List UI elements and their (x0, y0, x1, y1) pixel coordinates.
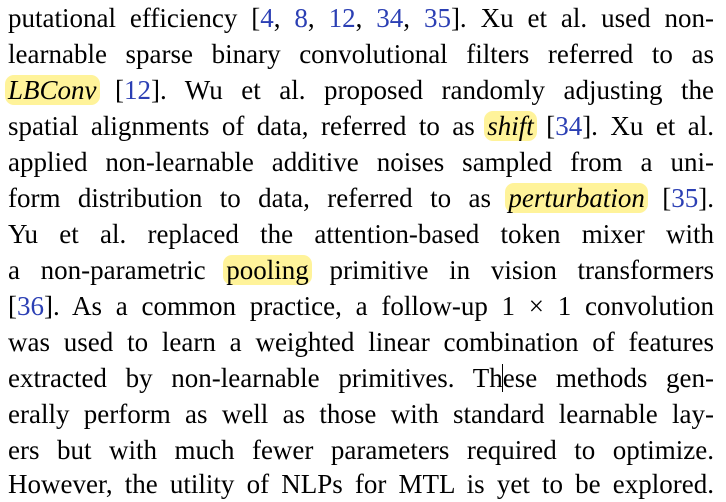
text-run: [ (533, 111, 556, 141)
text-cursor (502, 364, 504, 392)
citation-link[interactable]: 12 (124, 75, 152, 105)
text-run: ]. Wu et al. proposed randomly adjusting… (151, 75, 714, 105)
text-line: extracted by non-learnable primitives. T… (8, 360, 714, 396)
text-line: LBConv [12]. Wu et al. proposed randomly… (5, 72, 714, 108)
citation-link[interactable]: 34 (555, 111, 583, 141)
text-run: ese methods gen- (502, 363, 714, 393)
text-line: learnable sparse binary convolutional fi… (8, 36, 714, 72)
text-run: learnable sparse binary convolutional fi… (8, 39, 714, 69)
text-run: However, the utility of NLPs for MTL is … (8, 469, 714, 499)
text-run: spatial alignments of data, referred to … (8, 111, 488, 141)
text-run: ]. (698, 183, 714, 213)
text-run: , (403, 3, 424, 33)
highlighted-term: perturbation (505, 183, 648, 213)
citation-link[interactable]: 4 (260, 3, 274, 33)
text-run: applied non-learnable additive noises sa… (8, 147, 714, 177)
text-run: putational efficiency [ (8, 3, 261, 33)
text-run: , (355, 3, 377, 33)
citation-link[interactable]: 12 (328, 3, 356, 33)
text-run: erally perform as well as those with sta… (8, 399, 714, 429)
text-line: applied non-learnable additive noises sa… (8, 144, 714, 180)
text-run: [ (644, 183, 672, 213)
text-line: However, the utility of NLPs for MTL is … (8, 466, 714, 502)
citation-link[interactable]: 36 (17, 291, 44, 321)
text-line: spatial alignments of data, referred to … (8, 108, 714, 144)
text-run: extracted by non-learnable primitives. T… (8, 363, 503, 393)
text-line: putational efficiency [4, 8, 12, 34, 35]… (8, 0, 714, 36)
text-run: ]. Xu et al. used non- (450, 3, 714, 33)
text-line: a non-parametric pooling primitive in vi… (8, 252, 714, 288)
text-run: , (307, 3, 329, 33)
text-run: , (273, 3, 295, 33)
citation-link[interactable]: 35 (423, 3, 451, 33)
text-line: ers but with much fewer parameters requi… (8, 432, 714, 468)
text-run: ers but with much fewer parameters requi… (8, 435, 714, 465)
text-run: [ (96, 75, 125, 105)
text-run: Yu et al. replaced the attention-based t… (8, 219, 714, 249)
text-line: Yu et al. replaced the attention-based t… (8, 216, 714, 252)
citation-link[interactable]: 35 (671, 183, 699, 213)
text-line: was used to learn a weighted linear comb… (8, 324, 714, 360)
citation-link[interactable]: 34 (376, 3, 404, 33)
citation-link[interactable]: 8 (294, 3, 308, 33)
highlighted-term: LBConv (5, 75, 100, 105)
text-run: a non-parametric (8, 255, 227, 285)
highlighted-term: shift (484, 111, 537, 141)
text-line: erally perform as well as those with sta… (8, 396, 714, 432)
text-run: form distribution to data, referred to a… (8, 183, 509, 213)
text-line: form distribution to data, referred to a… (8, 180, 714, 216)
highlighted-term: pooling (223, 255, 312, 285)
text-run: primitive in vision transformers (308, 255, 714, 285)
text-run: ]. Xu et al. (582, 111, 714, 141)
text-run: [ (8, 291, 17, 321)
text-line: [36]. As a common practice, a follow-up … (8, 288, 714, 324)
text-run: ]. As a common practice, a follow-up 1 ×… (44, 291, 714, 321)
text-run: was used to learn a weighted linear comb… (8, 327, 714, 357)
